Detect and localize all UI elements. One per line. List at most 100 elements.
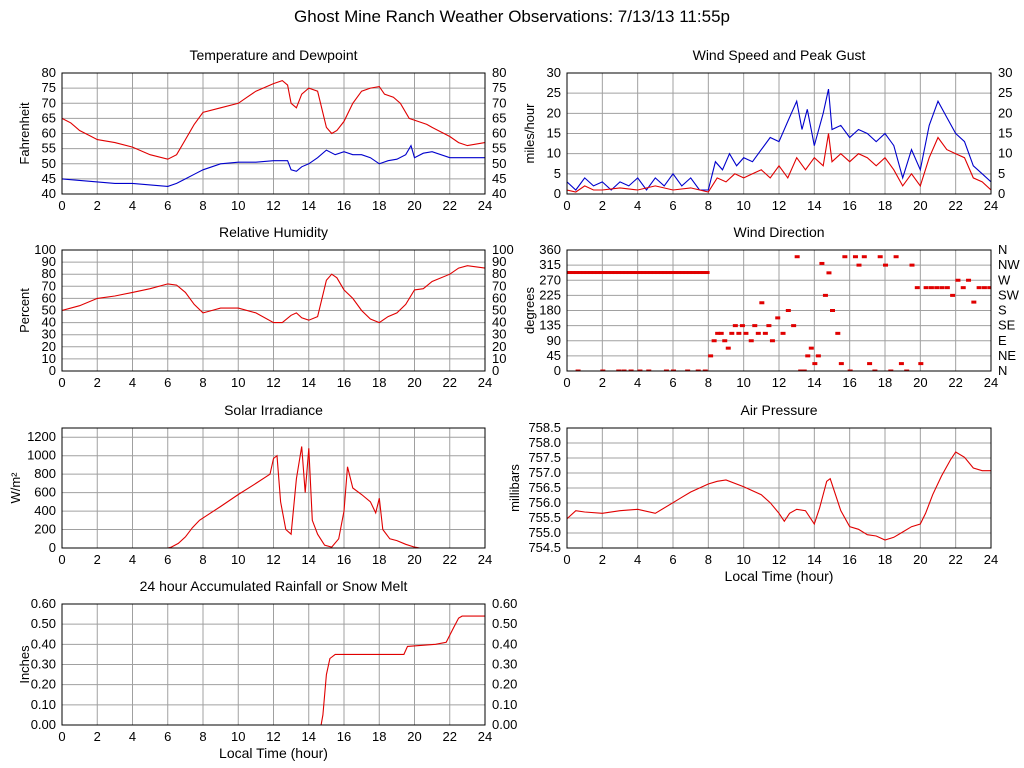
y-tick-label: 70 — [42, 278, 56, 293]
x-tick-label: 4 — [129, 729, 136, 744]
x-tick-label: 22 — [443, 552, 457, 567]
y-tick-label: 755.5 — [528, 510, 561, 525]
x-tick-label: 6 — [164, 729, 171, 744]
y-tick-label: 0 — [49, 540, 56, 555]
right-tick-label: NW — [998, 257, 1020, 272]
y-tick-label: 0.60 — [31, 596, 56, 611]
x-tick-label: 18 — [372, 729, 386, 744]
x-tick-label: 24 — [478, 729, 492, 744]
data-point — [697, 271, 703, 275]
y-tick-label: 135 — [539, 318, 561, 333]
x-tick-label: 0 — [563, 375, 570, 390]
right-tick-label: 0.30 — [492, 657, 517, 672]
y-tick-label: 60 — [42, 290, 56, 305]
x-tick-label: 24 — [478, 198, 492, 213]
data-point — [671, 369, 676, 371]
data-point — [914, 286, 920, 290]
series-line-wind-speed — [567, 133, 991, 193]
data-point — [718, 331, 724, 335]
y-tick-label: 80 — [42, 65, 56, 80]
y-tick-label: 30 — [547, 65, 561, 80]
right-tick-label: 70 — [492, 95, 506, 110]
y-tick-label: 0.00 — [31, 717, 56, 732]
data-point — [847, 369, 853, 371]
right-tick-label: 70 — [492, 278, 506, 293]
data-point — [616, 271, 622, 275]
right-tick-label: 0.10 — [492, 697, 517, 712]
data-point — [693, 271, 699, 275]
data-point — [966, 278, 972, 282]
data-point — [819, 261, 825, 265]
right-tick-label: 75 — [492, 80, 506, 95]
plot-frame — [61, 427, 486, 549]
y-axis-label: millibars — [507, 464, 522, 512]
right-tick-label: 10 — [492, 351, 506, 366]
y-tick-label: 100 — [34, 242, 56, 257]
x-tick-label: 18 — [372, 198, 386, 213]
right-tick-label: 0.60 — [492, 596, 517, 611]
data-point — [785, 309, 791, 312]
x-tick-label: 12 — [772, 198, 786, 213]
right-tick-label: 65 — [492, 110, 506, 125]
y-tick-label: 10 — [547, 146, 561, 161]
data-point — [898, 362, 904, 366]
x-tick-label: 24 — [478, 552, 492, 567]
x-tick-label: 10 — [231, 375, 245, 390]
data-point — [628, 369, 634, 371]
x-tick-label: 6 — [669, 552, 676, 567]
y-tick-label: 755.0 — [528, 525, 561, 540]
chart-title: Wind Direction — [733, 224, 824, 240]
x-tick-label: 22 — [948, 198, 962, 213]
x-tick-label: 18 — [372, 552, 386, 567]
chart-title: Solar Irradiance — [224, 402, 323, 418]
y-tick-label: 0.50 — [31, 616, 56, 631]
x-tick-label: 8 — [705, 552, 712, 567]
x-tick-label: 16 — [842, 552, 856, 567]
data-point — [669, 271, 675, 275]
x-tick-label: 12 — [266, 198, 280, 213]
data-point — [801, 369, 807, 371]
x-tick-label: 0 — [58, 198, 65, 213]
data-point — [794, 255, 800, 259]
x-tick-label: 8 — [199, 552, 206, 567]
chart-title: Wind Speed and Peak Gust — [693, 47, 866, 63]
data-point — [971, 300, 977, 304]
data-point — [570, 271, 576, 275]
x-tick-label: 10 — [736, 375, 750, 390]
data-point — [637, 271, 643, 275]
data-point — [623, 271, 629, 275]
data-point — [798, 369, 804, 371]
series-line-temperature — [62, 79, 485, 160]
x-tick-label: 16 — [337, 729, 351, 744]
data-point — [595, 271, 601, 275]
plot-frame — [566, 427, 992, 549]
x-tick-label: 4 — [634, 375, 641, 390]
data-point — [598, 271, 604, 275]
right-tick-label: S — [998, 303, 1007, 318]
y-tick-label: 50 — [42, 156, 56, 171]
x-tick-label: 12 — [772, 552, 786, 567]
data-point — [856, 263, 862, 267]
plot-frame — [61, 249, 486, 372]
data-point — [600, 369, 606, 371]
y-tick-label: 800 — [34, 466, 56, 481]
data-point — [591, 271, 597, 275]
chart-rain: 24 hour Accumulated Rainfall or Snow Mel… — [17, 578, 517, 761]
data-point — [640, 271, 646, 275]
data-point — [812, 362, 818, 366]
right-tick-label: 0.40 — [492, 636, 517, 651]
x-tick-label: 6 — [164, 198, 171, 213]
right-tick-label: 30 — [998, 65, 1012, 80]
x-tick-label: 0 — [563, 198, 570, 213]
data-point — [867, 362, 873, 366]
y-tick-label: 45 — [42, 171, 56, 186]
y-tick-label: 45 — [547, 348, 561, 363]
right-tick-label: 25 — [998, 85, 1012, 100]
data-point — [630, 271, 636, 275]
right-tick-label: N — [998, 242, 1007, 257]
right-tick-label: 5 — [998, 166, 1005, 181]
right-tick-label: 45 — [492, 171, 506, 186]
x-tick-label: 2 — [599, 552, 606, 567]
y-tick-label: 40 — [42, 186, 56, 201]
